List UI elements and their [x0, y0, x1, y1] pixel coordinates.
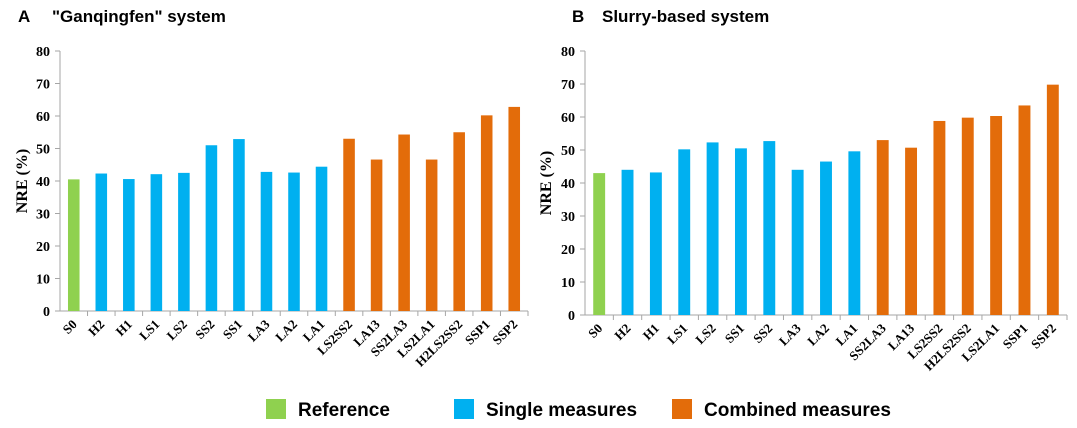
bar-s0: [67, 179, 80, 311]
x-category-label: SS1: [722, 321, 747, 346]
y-tick-label: 30: [561, 210, 575, 225]
bar-la3: [791, 169, 804, 315]
y-tick-label: 80: [561, 45, 575, 60]
legend-swatch-single: [454, 399, 474, 419]
bar-ss2la3: [876, 140, 889, 315]
y-tick-label: 70: [36, 78, 50, 93]
x-category-label: SS2: [192, 317, 217, 342]
y-tick-label: 30: [36, 208, 50, 223]
bar-h1: [649, 172, 662, 315]
bar-ss1: [233, 139, 245, 311]
legend-swatch-combined: [672, 399, 692, 419]
legend-swatch-reference: [266, 399, 286, 419]
y-axis-title: NRE (%): [14, 149, 31, 213]
bar-ss1: [734, 148, 747, 315]
bar-ls2la1: [425, 159, 438, 311]
bar-h2: [95, 173, 108, 311]
y-tick-label: 40: [561, 177, 575, 192]
y-axis-title: NRE (%): [538, 151, 555, 215]
x-category-label: SSP2: [489, 317, 520, 348]
y-tick-label: 0: [568, 309, 575, 324]
y-tick-label: 60: [561, 111, 575, 126]
bar-ss2: [205, 145, 218, 311]
bar-ls2la1: [990, 116, 1003, 315]
bar-la3: [260, 171, 273, 311]
bar-ls2: [178, 172, 190, 311]
x-category-label: LA2: [804, 321, 832, 349]
x-category-label: LS1: [664, 321, 690, 347]
panel-b-chart: B Slurry-based system NRE (%) 0 10 20 30 40 50 60…: [538, 7, 1068, 374]
y-tick-label: 80: [36, 45, 50, 60]
x-category-label: LS2: [164, 317, 190, 343]
bar-la2: [288, 172, 300, 311]
legend: Reference Single measures Combined measure…: [266, 399, 891, 421]
y-tick-label: 60: [36, 110, 50, 125]
bar-la13: [905, 147, 918, 315]
x-category-label: LA3: [245, 316, 273, 344]
x-category-label: LA2: [272, 317, 300, 345]
bar-ssp2: [508, 106, 521, 312]
bar-h2ls2ss2: [453, 132, 465, 311]
x-category-label: H2: [611, 321, 633, 343]
legend-label-combined: Combined measures: [704, 400, 891, 421]
bar-la1: [315, 166, 328, 311]
x-category-label: SS2: [750, 321, 775, 346]
x-category-label: SSP1: [1000, 321, 1031, 352]
y-tick-label: 20: [561, 243, 575, 258]
panel-letter: B: [572, 7, 584, 26]
bar-s0: [593, 173, 606, 315]
y-tick-label: 20: [36, 240, 50, 255]
chart-title: Slurry-based system: [602, 7, 769, 26]
bar-ls1: [150, 174, 163, 311]
x-category-label: LS1: [136, 317, 162, 343]
x-category-label: LA3: [776, 320, 804, 348]
bar-h2ls2ss2: [961, 117, 974, 315]
x-category-label: LS2: [692, 321, 718, 347]
bar-ssp2: [1046, 84, 1059, 315]
bar-ss2la3: [398, 134, 410, 311]
bar-ls1: [678, 149, 691, 315]
bar-ls2: [706, 142, 719, 315]
y-tick-label: 40: [36, 175, 50, 190]
y-tick-label: 0: [43, 305, 50, 320]
x-category-label: SSP1: [462, 317, 493, 348]
bar-h1: [123, 179, 135, 311]
y-tick-label: 50: [36, 143, 50, 158]
x-category-label: SSP2: [1028, 321, 1059, 352]
x-category-label: S0: [60, 317, 80, 337]
bar-la13: [370, 159, 383, 311]
bar-ls2ss2: [933, 120, 946, 316]
y-tick-label: 10: [36, 273, 50, 288]
bar-la1: [848, 151, 861, 315]
chart-title: "Ganqingfen" system: [52, 7, 226, 26]
x-category-label: H2: [85, 317, 107, 339]
panel-a-chart: A "Ganqingfen" system NRE (%) 0 10 20 30 40 50 60…: [14, 7, 529, 370]
x-category-label: H1: [640, 321, 662, 343]
bar-la2: [820, 161, 832, 315]
panel-letter: A: [18, 7, 30, 26]
y-tick-label: 50: [561, 144, 575, 159]
y-tick-label: 70: [561, 78, 575, 93]
legend-label-single: Single measures: [486, 400, 637, 421]
bar-h2: [621, 169, 634, 315]
bar-ss2: [763, 141, 776, 315]
x-category-label: SS1: [220, 317, 245, 342]
bar-ssp1: [480, 115, 493, 311]
bar-ssp1: [1018, 105, 1031, 315]
x-category-label: H1: [113, 317, 135, 339]
x-category-label: S0: [585, 321, 605, 341]
y-tick-label: 10: [561, 276, 575, 291]
bar-ls2ss2: [343, 138, 355, 311]
legend-label-reference: Reference: [298, 400, 390, 421]
